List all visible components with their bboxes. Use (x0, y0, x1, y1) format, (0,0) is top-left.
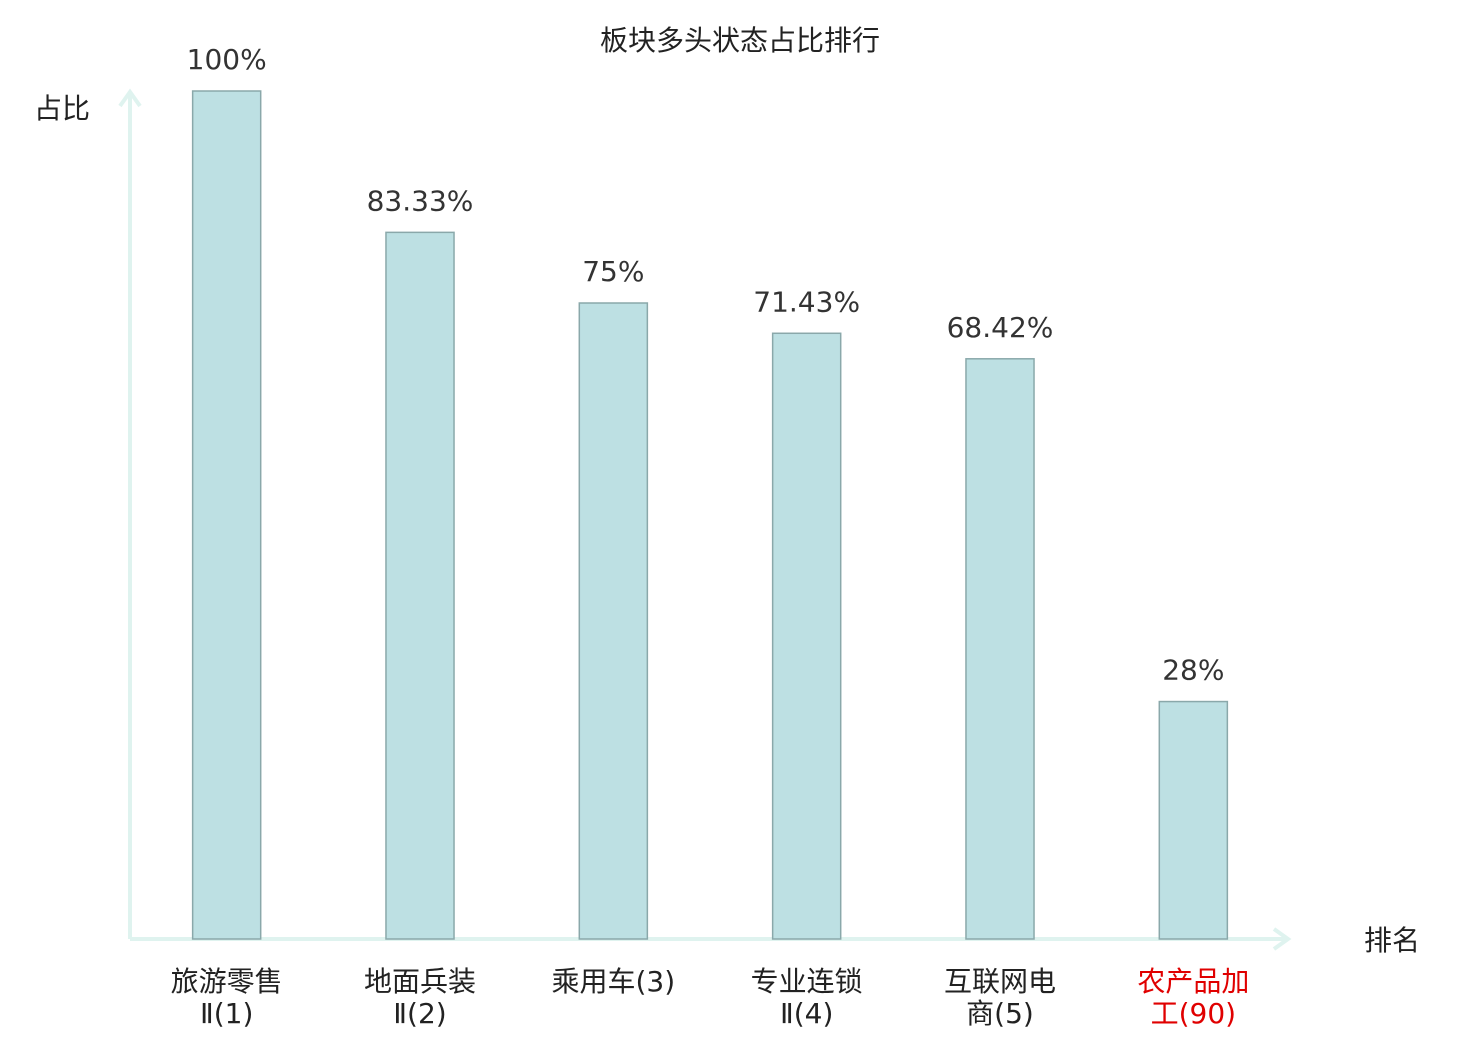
value-label: 75% (582, 255, 644, 288)
x-tick-label: 乘用车(3) (551, 965, 675, 998)
x-tick-label: 专业连锁 (751, 965, 863, 998)
x-tick-label: 商(5) (966, 997, 1034, 1030)
bar (1158, 700, 1229, 940)
y-axis-arrow (118, 88, 142, 108)
x-tick-label: 互联网电 (944, 965, 1056, 998)
axes (118, 88, 1292, 951)
x-tick-label: Ⅱ(4) (780, 997, 833, 1030)
bar (771, 332, 842, 940)
bar (191, 90, 262, 940)
y-axis-label: 占比 (34, 92, 90, 125)
x-tick-label: 旅游零售 (171, 965, 283, 998)
bar (965, 358, 1035, 940)
bar (578, 302, 649, 940)
x-tick-label: 农产品加 (1137, 965, 1249, 998)
x-tick-label: Ⅱ(2) (393, 997, 446, 1030)
value-label: 71.43% (753, 285, 860, 318)
bar (385, 231, 455, 940)
x-tick-label: Ⅱ(1) (200, 997, 253, 1030)
value-label: 28% (1162, 654, 1224, 687)
value-label: 100% (187, 43, 267, 76)
value-label: 68.42% (947, 311, 1054, 344)
value-label: 83.33% (367, 184, 474, 217)
x-tick-label: 地面兵装 (364, 965, 476, 998)
x-tick-label: 工(90) (1151, 997, 1236, 1030)
x-axis-arrow (1272, 927, 1292, 951)
x-axis-label: 排名 (1364, 924, 1420, 957)
chart-title: 板块多头状态占比排行 (600, 24, 880, 57)
